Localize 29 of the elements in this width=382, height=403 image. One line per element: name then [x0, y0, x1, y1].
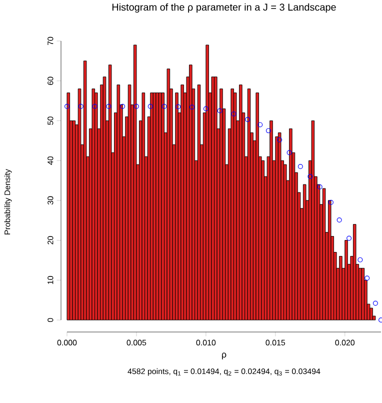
- point: [245, 117, 250, 122]
- point: [106, 104, 112, 109]
- point: [346, 236, 352, 241]
- point: [286, 150, 292, 156]
- point: [162, 104, 167, 109]
- point: [120, 104, 126, 109]
- point: [298, 164, 303, 170]
- chart-title: Histogram of the ρ parameter in a J = 3 Landscape: [112, 3, 336, 13]
- point: [308, 174, 313, 180]
- point: [317, 184, 322, 190]
- point: [78, 104, 84, 109]
- point: [336, 217, 342, 222]
- point: [176, 104, 181, 110]
- x-axis-title: ρ: [222, 352, 226, 360]
- point: [190, 104, 195, 110]
- point: [258, 122, 263, 128]
- point: [92, 104, 98, 109]
- point: [277, 137, 282, 142]
- point: [203, 106, 208, 112]
- point: [231, 111, 236, 116]
- point: [134, 104, 139, 109]
- point: [217, 108, 222, 114]
- point: [364, 276, 370, 281]
- point: [372, 300, 378, 306]
- point: [148, 104, 153, 109]
- point: [328, 200, 334, 205]
- point: [266, 128, 271, 134]
- point: [64, 104, 70, 109]
- point: [358, 257, 363, 262]
